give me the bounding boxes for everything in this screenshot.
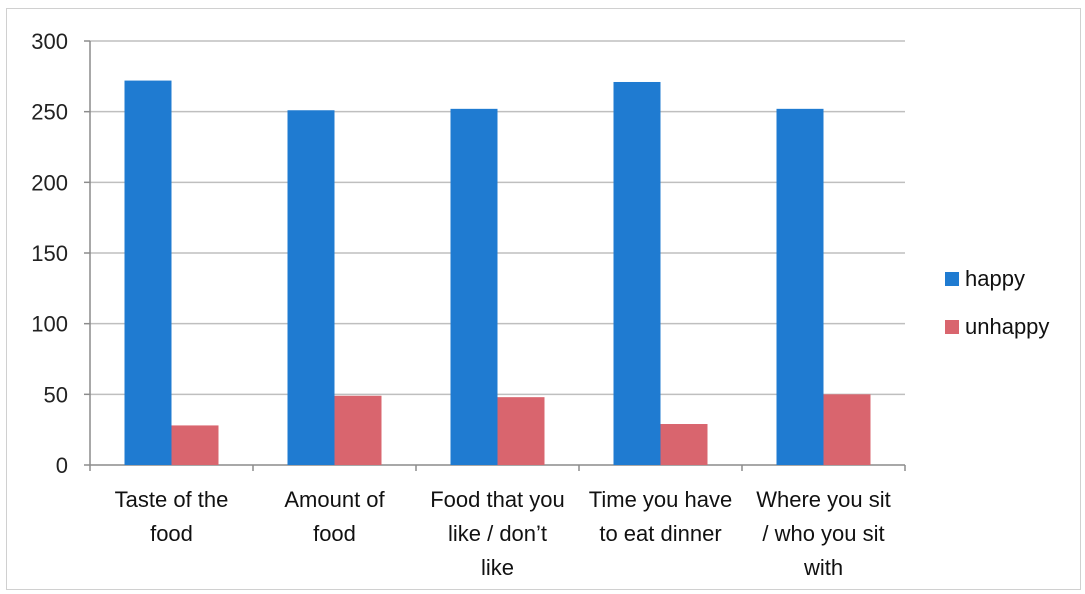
bar-happy-5 [776, 108, 824, 465]
y-tick-label: 300 [31, 29, 68, 54]
legend-swatch-happy [945, 272, 959, 286]
y-tick-label: 50 [44, 382, 68, 407]
y-tick-label: 100 [31, 312, 68, 337]
bar-unhappy-1 [171, 425, 219, 465]
bar-unhappy-3 [497, 397, 545, 465]
y-tick-label: 200 [31, 170, 68, 195]
x-category-label: Where you sit / who you sit with [756, 487, 891, 580]
bar-happy-4 [613, 81, 661, 465]
y-tick-label: 250 [31, 100, 68, 125]
bar-unhappy-2 [334, 395, 382, 465]
bar-happy-1 [124, 80, 172, 465]
legend-label-happy: happy [965, 266, 1025, 291]
x-category-label: Time you have to eat dinner [589, 487, 732, 546]
bar-happy-3 [450, 108, 498, 465]
legend-label-unhappy: unhappy [965, 314, 1049, 339]
chart-frame [6, 8, 1081, 590]
bar-happy-2 [287, 110, 335, 466]
bar-unhappy-4 [660, 424, 708, 465]
x-category-label: Amount of food [284, 487, 385, 546]
x-category-label: Food that you like / don’t like [430, 487, 565, 580]
bar-unhappy-5 [823, 394, 871, 465]
y-tick-label: 0 [56, 453, 68, 478]
legend-swatch-unhappy [945, 320, 959, 334]
y-tick-label: 150 [31, 241, 68, 266]
x-category-label: Taste of the food [115, 487, 229, 546]
